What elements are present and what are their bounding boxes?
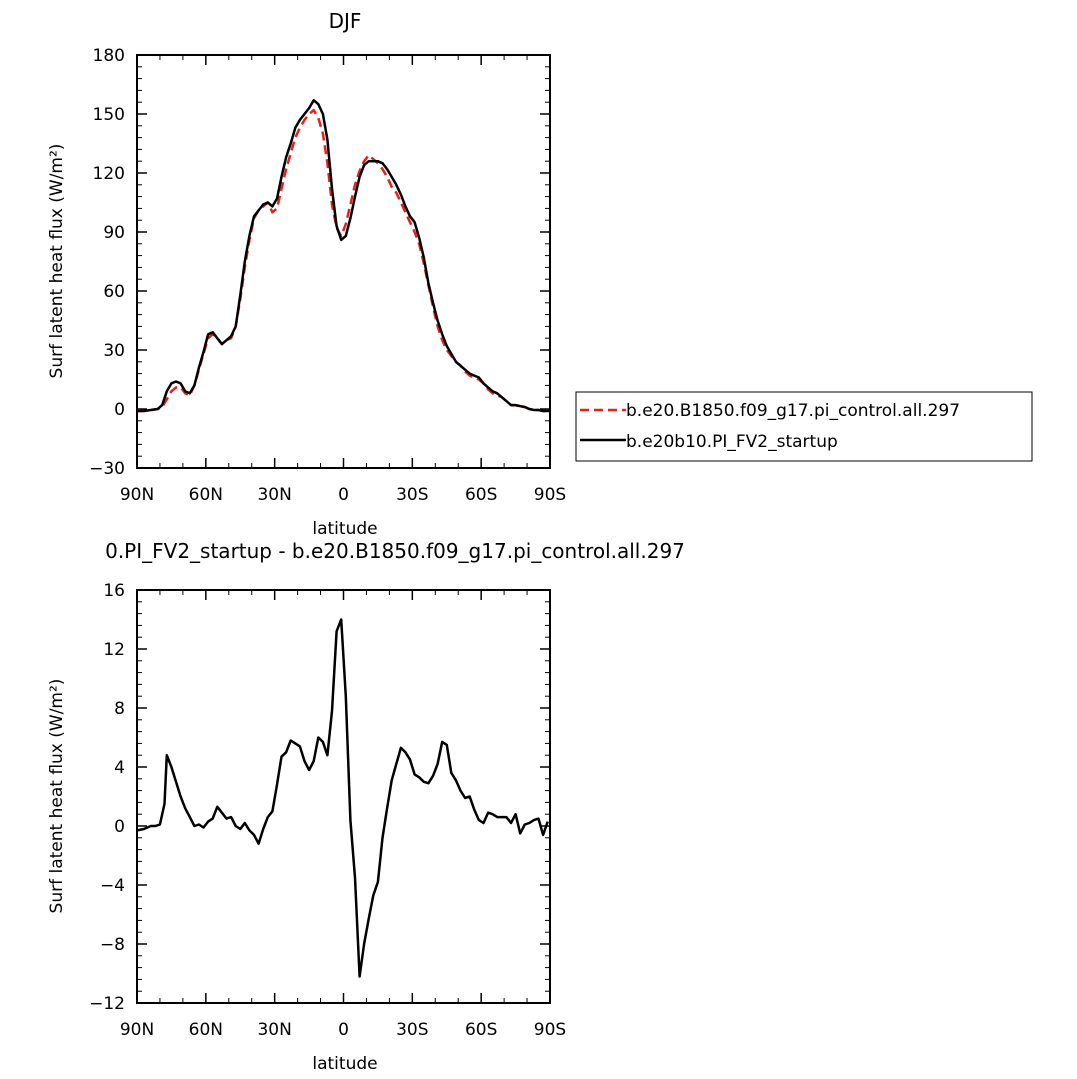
x-tick-label: 30S [396,485,428,505]
bottom-chart: 0.PI_FV2_startup - b.e20.B1850.f09_g17.p… [47,539,685,1074]
series-line-2 [137,98,550,413]
y-tick-label: 0 [114,400,125,420]
x-tick-label: 60N [189,1020,223,1040]
y-tick-label: 60 [103,282,125,302]
y-tick-label: 150 [93,105,125,125]
x-tick-label: 90N [120,485,154,505]
x-tick-label: 0 [338,485,349,505]
y-tick-label: 180 [93,46,125,66]
top-chart: DJF −30 0 30 60 90 120 150 180 90N 60N 30N 0 30S 60S 9… [47,9,566,539]
x-axis-label-difference: latitude [312,1054,377,1074]
x-tick-label: 90S [534,485,566,505]
x-tick-label: 30N [257,1020,291,1040]
x-tick-label: 60S [465,485,497,505]
y-tick-label: −30 [89,459,125,479]
legend-label-series-1: b.e20.B1850.f09_g17.pi_control.all.297 [626,401,960,421]
y-tick-label: 30 [103,341,125,361]
y-tick-label: 8 [114,699,125,719]
x-tick-label: 30S [396,1020,428,1040]
x-tick-label: 90N [120,1020,154,1040]
y-tick-label: 12 [103,640,125,660]
y-tick-label: 0 [114,817,125,837]
y-tick-label: 90 [103,223,125,243]
y-tick-label: 120 [93,164,125,184]
y-tick-label: 16 [103,581,125,601]
plot-frame-difference [136,589,551,1004]
x-tick-label: 30N [257,485,291,505]
y-axis-label: Surf latent heat flux (W/m²) [47,144,67,379]
y-axis-label-difference: Surf latent heat flux (W/m²) [47,679,67,914]
series-line-1 [136,618,549,978]
y-tick-label: −8 [100,935,125,955]
chart-title: DJF [329,9,362,33]
plot-frame [136,54,551,469]
x-tick-label: 90S [534,1020,566,1040]
y-tick-label: −4 [100,876,125,896]
legend-label-series-2: b.e20b10.PI_FV2_startup [626,432,838,452]
x-tick-label: 60S [465,1020,497,1040]
legend-box [575,391,1033,462]
y-tick-label: −12 [89,994,125,1014]
y-tick-label: 4 [114,758,125,778]
chart-title-difference: 0.PI_FV2_startup - b.e20.B1850.f09_g17.p… [105,539,685,563]
legend: b.e20.B1850.f09_g17.pi_control.all.297 b… [575,391,1033,462]
x-axis-label: latitude [312,519,377,539]
x-tick-label: 60N [189,485,223,505]
x-tick-label: 0 [338,1020,349,1040]
